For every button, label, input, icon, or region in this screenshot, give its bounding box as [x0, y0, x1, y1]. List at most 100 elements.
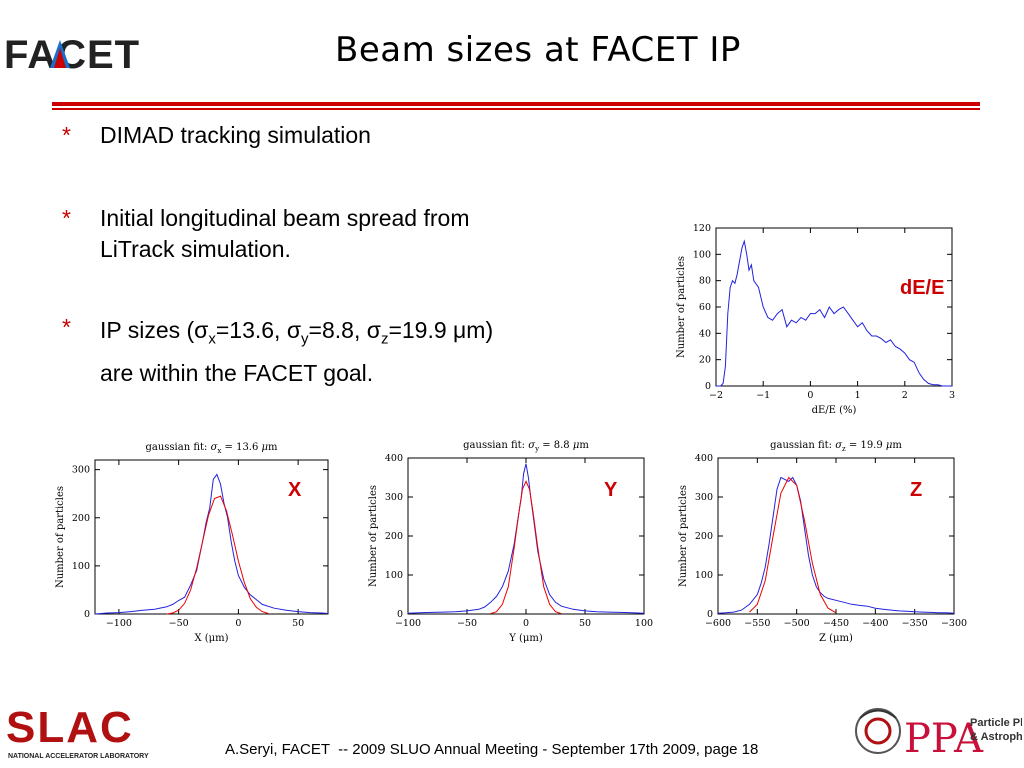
y-axis-label: Number of particles [678, 485, 689, 587]
svg-text:SLAC: SLAC [6, 703, 134, 752]
x-tick-label: −2 [709, 390, 723, 401]
y-tick-label: 200 [695, 531, 713, 542]
bullet-item: * IP sizes (σx=13.6, σy=8.8, σz=19.9 μm)… [62, 312, 622, 389]
y-tick-label: 40 [699, 328, 711, 339]
facet-logo: FACET [4, 34, 140, 74]
chart-svg: −100 −50 0 50 100 0 100 200 300 400 Y (μm) Number o… [368, 440, 653, 644]
y-axis-label: Number of particles [676, 256, 687, 358]
y-tick-label: 200 [72, 513, 90, 524]
y-tick-label: 300 [695, 492, 713, 503]
chart-title: gaussian fit: σx = 13.6 μm [145, 442, 278, 455]
chart-title: gaussian fit: σz = 19.9 μm [770, 440, 902, 453]
x-tick-label: 1 [855, 390, 861, 401]
x-tick-label: −500 [784, 618, 810, 629]
ppa-emblem-icon [855, 708, 901, 754]
title-rule-thin [52, 108, 980, 110]
x-tick-label: 2 [902, 390, 908, 401]
gaussian-fit-series [490, 480, 562, 615]
x-tick-label: 50 [292, 618, 304, 629]
x-tick-label: −50 [169, 618, 189, 629]
bullet-text: Initial longitudinal beam spread from [100, 205, 470, 231]
y-tick-label: 0 [707, 609, 713, 620]
bullet-text: IP sizes (σx=13.6, σy=8.8, σz=19.9 μm) [100, 317, 494, 348]
x-tick-label: −450 [823, 618, 849, 629]
plot-frame [94, 459, 329, 615]
x-axis-label: X (μm) [194, 633, 228, 644]
title-rule-thick [52, 102, 980, 106]
svg-text:FACET: FACET [4, 34, 140, 74]
y-tick-label: 200 [385, 531, 403, 542]
y-tick-label: 20 [699, 355, 711, 366]
panel-label: Z [910, 479, 922, 501]
x-tick-label: 0 [523, 618, 529, 629]
gaussian-fit-series [749, 476, 837, 614]
y-axis-label: Number of particles [55, 486, 66, 588]
bullet-item: * DIMAD tracking simulation [62, 120, 622, 151]
svg-text:PPA: PPA [904, 716, 984, 762]
histogram-series [94, 473, 329, 615]
chart-dE: −2 −1 0 1 2 3 0 20 40 60 80 100 120 dE/E (%) Number of… [668, 220, 968, 420]
y-tick-label: 100 [695, 570, 713, 581]
x-tick-label: 50 [579, 618, 591, 629]
y-tick-label: 0 [84, 609, 90, 620]
x-tick-label: −1 [756, 390, 770, 401]
y-tick-label: 300 [72, 465, 90, 476]
y-tick-label: 300 [385, 492, 403, 503]
panel-label: dE/E [900, 277, 944, 299]
histogram-series [717, 476, 955, 614]
x-tick-label: −350 [902, 618, 928, 629]
x-axis-label: dE/E (%) [812, 405, 857, 416]
panel-label: X [288, 479, 302, 501]
chart-svg: −2 −1 0 1 2 3 0 20 40 60 80 100 120 dE/E (%) Number of… [676, 223, 955, 416]
x-tick-label: −100 [395, 618, 421, 629]
bullet-text: LiTrack simulation. [100, 236, 291, 262]
x-tick-label: −50 [457, 618, 477, 629]
x-axis-label: Z (μm) [819, 633, 853, 644]
page-title: Beam sizes at FACET IP [335, 30, 741, 70]
x-tick-label: 100 [635, 618, 653, 629]
histogram-series [716, 239, 952, 387]
y-tick-label: 100 [385, 570, 403, 581]
y-tick-label: 400 [385, 453, 403, 464]
ppa-logo: PPA Particle Physics & Astrophysics [855, 708, 1022, 762]
bullet-text: are within the FACET goal. [100, 359, 374, 386]
bullet-marker: * [62, 205, 71, 231]
y-tick-label: 100 [693, 249, 711, 260]
x-axis-label: Y (μm) [508, 633, 543, 644]
y-tick-label: 80 [699, 276, 711, 287]
gaussian-fit-series [166, 495, 269, 615]
y-tick-label: 0 [705, 381, 711, 392]
chart-title: gaussian fit: σy = 8.8 μm [463, 440, 589, 453]
bullet-item: * Initial longitudinal beam spread from … [62, 203, 622, 265]
x-tick-label: −550 [744, 618, 770, 629]
bullet-marker: * [62, 314, 71, 340]
y-axis-label: Number of particles [368, 485, 379, 587]
y-tick-label: 400 [695, 453, 713, 464]
y-tick-label: 0 [397, 609, 403, 620]
footer-text: A.Seryi, FACET -- 2009 SLUO Annual Meeti… [225, 741, 759, 758]
slac-logo: SLAC NATIONAL ACCELERATOR LABORATORY [6, 703, 149, 760]
chart-z: −600 −550 −500 −450 −400 −350 −300 0 100 200 300 40… [666, 434, 967, 654]
x-tick-label: −300 [941, 618, 967, 629]
panel-label: Y [604, 479, 618, 501]
chart-y: −100 −50 0 50 100 0 100 200 300 400 Y (μm) Number o… [356, 434, 656, 654]
x-tick-label: −400 [862, 618, 888, 629]
y-tick-label: 60 [699, 302, 711, 313]
svg-text:NATIONAL ACCELERATOR LABORATOR: NATIONAL ACCELERATOR LABORATORY [8, 753, 149, 760]
x-tick-label: −600 [705, 618, 731, 629]
x-tick-label: 0 [807, 390, 813, 401]
x-tick-label: 3 [949, 390, 955, 401]
svg-text:& Astrophysics: & Astrophysics [970, 731, 1022, 743]
bullet-text: DIMAD tracking simulation [100, 122, 371, 148]
bullet-marker: * [62, 122, 71, 148]
histogram-series [407, 463, 645, 614]
svg-text:Particle Physics: Particle Physics [970, 717, 1022, 729]
plot-frame [715, 227, 953, 387]
y-tick-label: 120 [693, 223, 711, 234]
chart-svg: −600 −550 −500 −450 −400 −350 −300 0 100 200 300 40… [678, 440, 967, 644]
bullet-list: * DIMAD tracking simulation * Initial lo… [62, 120, 622, 423]
chart-x: −100 −50 0 50 0 100 200 300 X (μm) Number of part… [40, 434, 340, 654]
chart-svg: −100 −50 0 50 0 100 200 300 X (μm) Number of part… [55, 442, 329, 644]
x-tick-label: −100 [106, 618, 132, 629]
x-tick-label: 0 [235, 618, 241, 629]
